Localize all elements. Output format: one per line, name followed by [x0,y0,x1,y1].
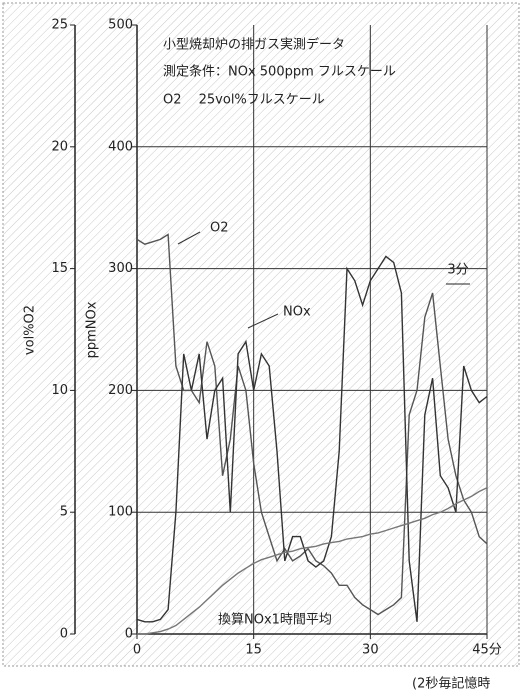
y-tick-label: 500 [108,18,133,33]
y2-tick-label: 10 [51,383,68,398]
annotation: 換算NOx1時間平均 [218,613,332,628]
annotation: O2 25vol%フルスケール [163,93,325,108]
y2-tick-label: 20 [51,139,68,154]
y-tick-label: 400 [108,139,133,154]
y-tick-label: 200 [108,383,133,398]
y2-tick-label: 25 [51,18,68,33]
y-axis-label: ppmNOx [85,301,100,358]
annotation: 小型焼却炉の排ガス実測データ [163,37,345,53]
data-line [136,233,488,616]
annotation: 測定条件：NOx 500ppm フルスケール [163,64,396,80]
leader-line [247,313,279,329]
y-tick-label: 100 [108,505,133,520]
leader-line [177,231,201,245]
annotation: 3分 [447,263,468,278]
annotation: NOx [283,305,311,320]
y2-axis-label: vol%O2 [23,305,38,355]
data-line [136,255,488,623]
y2-tick-label: 0 [60,627,68,642]
annotation: (2秒毎記憶時 [412,676,490,692]
x-tick-label: 0 [133,643,141,658]
data-line [137,487,488,635]
x-tick-label: 30 [362,643,379,658]
background [2,2,520,667]
y-tick-label: 0 [125,627,133,642]
y-tick-label: 300 [108,261,133,276]
y2-tick-label: 5 [60,505,68,520]
y2-tick-label: 15 [51,261,68,276]
annotation: O2 [210,221,229,236]
x-tick-label: 45分 [472,643,502,658]
x-tick-label: 15 [245,643,262,658]
